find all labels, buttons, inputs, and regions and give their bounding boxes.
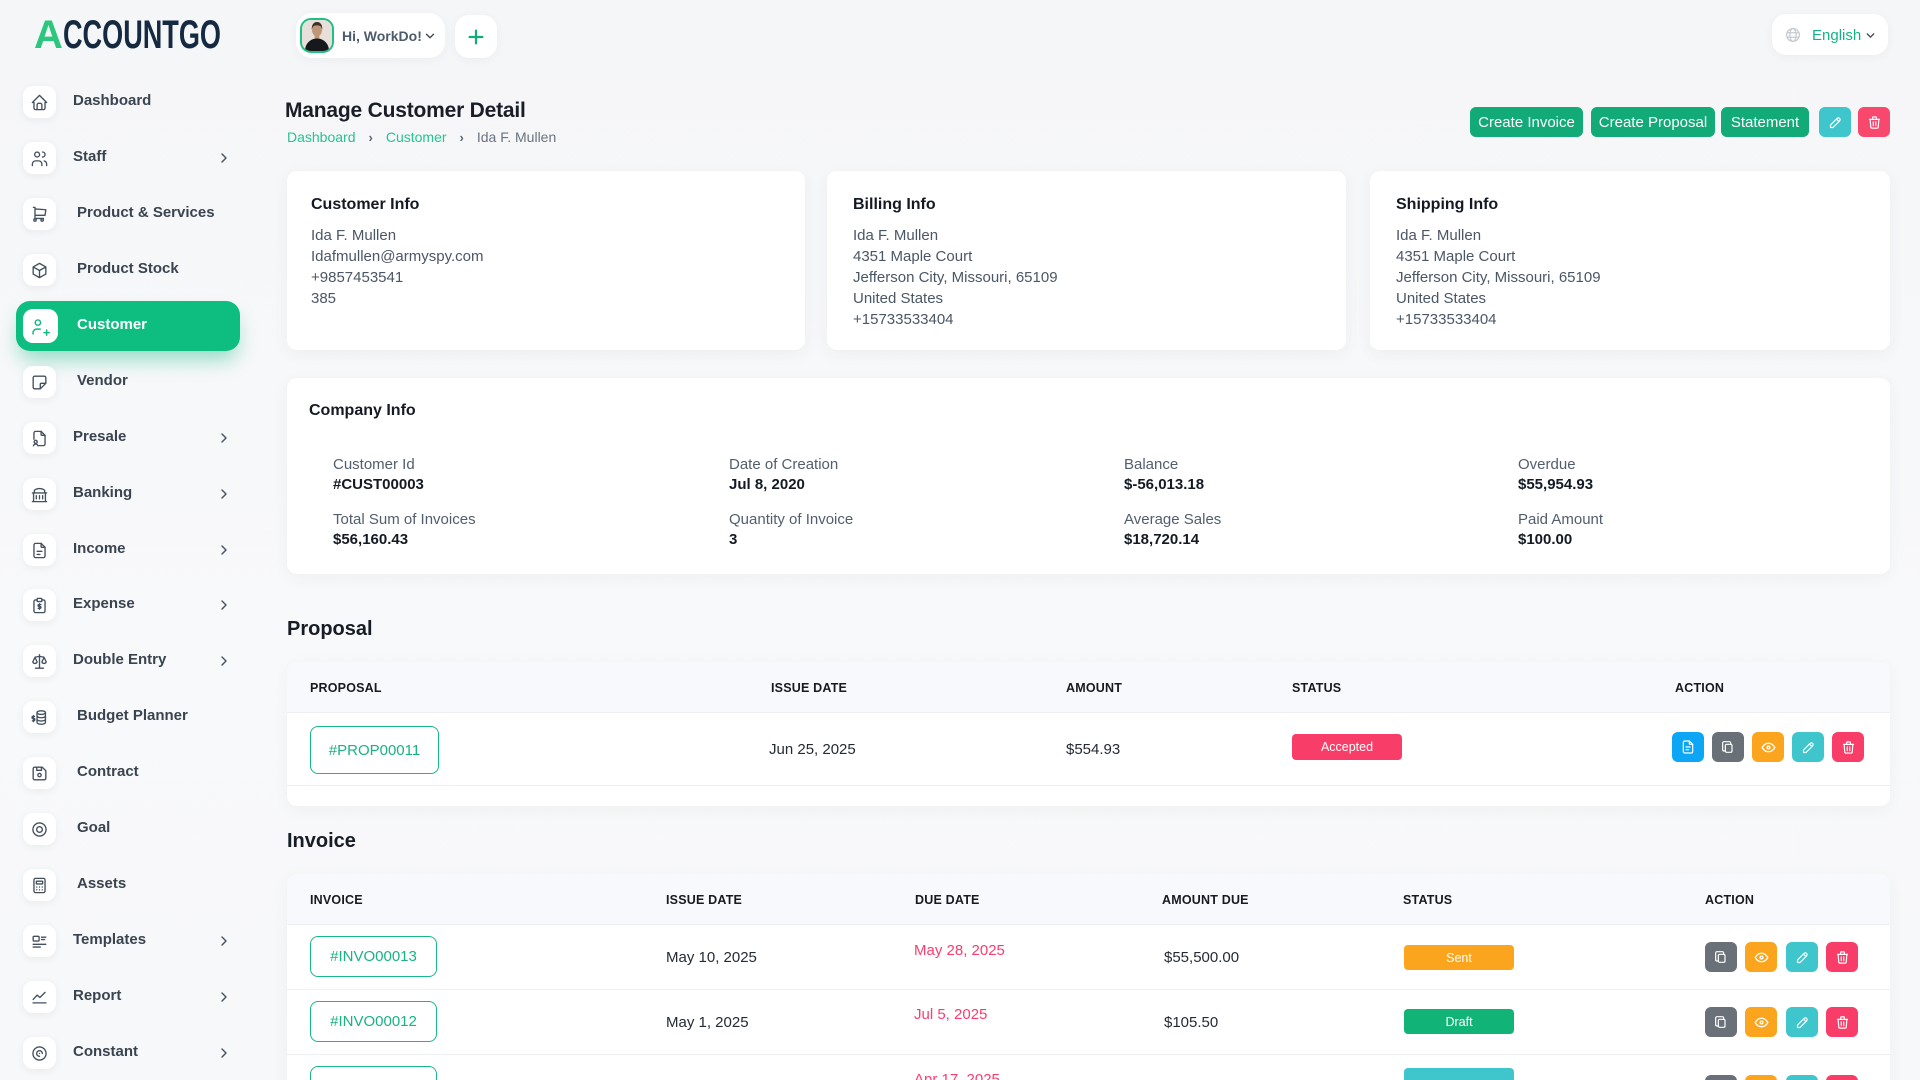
svg-text:A: A [34,14,63,57]
svg-text:CCOUNTGO: CCOUNTGO [63,14,221,57]
